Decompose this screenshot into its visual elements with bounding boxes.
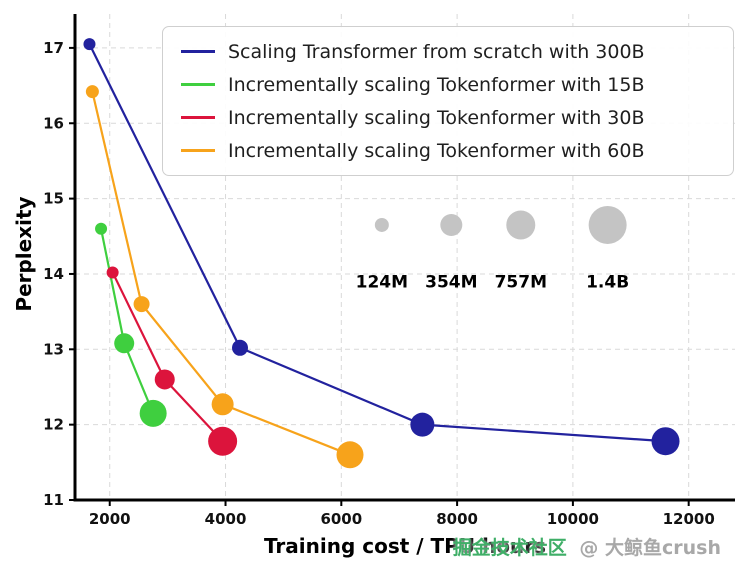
legend-line-swatch (181, 50, 215, 53)
svg-text:10000: 10000 (547, 510, 599, 528)
legend-line-swatch (181, 83, 215, 86)
legend-item-scratch-300b: Scaling Transformer from scratch with 30… (181, 35, 715, 68)
watermark-community: 掘金技术社区 (452, 537, 567, 559)
svg-text:12: 12 (43, 416, 64, 434)
legend-box: Scaling Transformer from scratch with 30… (162, 26, 734, 176)
svg-text:14: 14 (43, 265, 64, 283)
legend-item-tokenformer-30b: Incrementally scaling Tokenformer with 3… (181, 101, 715, 134)
svg-text:757M: 757M (495, 273, 547, 293)
x-axis-label: Training cost / TPU hours (263, 534, 547, 558)
y-axis-label: Perplexity (12, 196, 36, 312)
svg-text:8000: 8000 (436, 510, 478, 528)
svg-text:354M: 354M (425, 273, 477, 293)
svg-text:11: 11 (43, 491, 64, 509)
svg-text:12000: 12000 (663, 510, 715, 528)
legend-label: Scaling Transformer from scratch with 30… (228, 40, 645, 63)
svg-text:6000: 6000 (320, 510, 362, 528)
svg-text:17: 17 (43, 39, 64, 57)
svg-text:13: 13 (43, 340, 64, 358)
svg-text:1.4B: 1.4B (586, 273, 629, 293)
svg-text:15: 15 (43, 190, 64, 208)
legend-item-tokenformer-60b: Incrementally scaling Tokenformer with 6… (181, 134, 715, 167)
watermark: 掘金技术社区 @ 大鲸鱼crush (453, 533, 721, 560)
legend-line-swatch (181, 116, 215, 119)
legend-line-swatch (181, 149, 215, 152)
svg-text:16: 16 (43, 114, 64, 132)
legend-label: Incrementally scaling Tokenformer with 1… (228, 73, 645, 96)
watermark-author: @ 大鲸鱼crush (579, 537, 721, 559)
svg-text:2000: 2000 (89, 510, 131, 528)
legend-item-tokenformer-15b: Incrementally scaling Tokenformer with 1… (181, 68, 715, 101)
legend-label: Incrementally scaling Tokenformer with 3… (228, 106, 645, 129)
legend-label: Incrementally scaling Tokenformer with 6… (228, 139, 645, 162)
svg-text:124M: 124M (356, 273, 408, 293)
svg-text:4000: 4000 (205, 510, 247, 528)
